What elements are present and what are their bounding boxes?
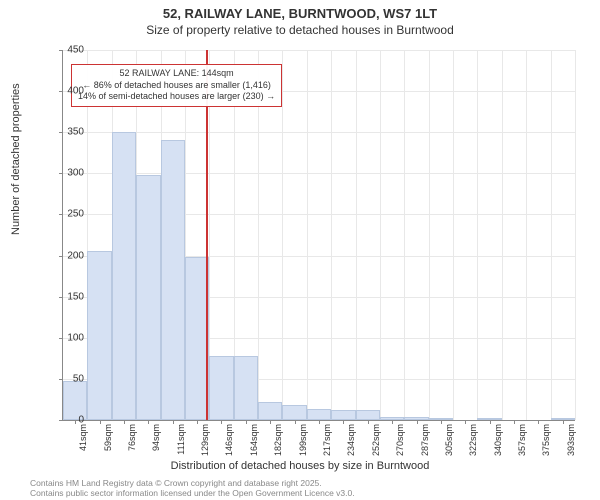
histogram-bar xyxy=(307,409,331,421)
x-tick-label: 182sqm xyxy=(273,424,283,456)
histogram-bar xyxy=(356,410,380,420)
x-tick-label: 76sqm xyxy=(127,424,137,451)
y-tick-label: 300 xyxy=(44,168,84,179)
y-tick-label: 400 xyxy=(44,86,84,97)
x-tick-label: 129sqm xyxy=(200,424,210,456)
x-axis-label: Distribution of detached houses by size … xyxy=(0,460,600,472)
x-tick-label: 340sqm xyxy=(493,424,503,456)
y-tick-label: 200 xyxy=(44,250,84,261)
x-tick-label: 375sqm xyxy=(541,424,551,456)
chart-area: 41sqm59sqm76sqm94sqm111sqm129sqm146sqm16… xyxy=(62,50,574,420)
x-tick-label: 111sqm xyxy=(176,424,186,455)
y-axis-label: Number of detached properties xyxy=(10,83,22,235)
x-tick-label: 217sqm xyxy=(322,424,332,456)
y-tick-label: 50 xyxy=(44,373,84,384)
x-tick-label: 252sqm xyxy=(371,424,381,456)
title-main: 52, RAILWAY LANE, BURNTWOOD, WS7 1LT xyxy=(0,6,600,21)
annotation-line2: ← 86% of detached houses are smaller (1,… xyxy=(78,80,275,92)
y-tick-label: 0 xyxy=(44,415,84,426)
x-tick-label: 357sqm xyxy=(517,424,527,456)
y-tick-label: 350 xyxy=(44,127,84,138)
chart-title-block: 52, RAILWAY LANE, BURNTWOOD, WS7 1LT Siz… xyxy=(0,0,600,37)
histogram-bar xyxy=(282,405,306,420)
footer-line1: Contains HM Land Registry data © Crown c… xyxy=(30,478,355,488)
footer-line2: Contains public sector information licen… xyxy=(30,488,355,498)
histogram-bar xyxy=(87,251,111,420)
histogram-bar xyxy=(161,140,185,420)
x-tick-label: 234sqm xyxy=(346,424,356,456)
x-tick-label: 94sqm xyxy=(151,424,161,451)
histogram-bar xyxy=(112,132,136,420)
x-tick-label: 305sqm xyxy=(444,424,454,456)
y-tick-label: 450 xyxy=(44,45,84,56)
annotation-line1: 52 RAILWAY LANE: 144sqm xyxy=(78,68,275,80)
x-tick-label: 146sqm xyxy=(224,424,234,456)
x-tick-label: 287sqm xyxy=(420,424,430,456)
footer-attribution: Contains HM Land Registry data © Crown c… xyxy=(30,478,355,498)
x-tick-label: 270sqm xyxy=(395,424,405,456)
x-tick-label: 164sqm xyxy=(249,424,259,456)
x-tick-label: 199sqm xyxy=(298,424,308,456)
histogram-bar xyxy=(136,175,160,420)
y-tick-label: 250 xyxy=(44,209,84,220)
y-tick-label: 100 xyxy=(44,332,84,343)
histogram-bar xyxy=(258,402,282,420)
histogram-bar xyxy=(331,410,355,420)
annotation-box: 52 RAILWAY LANE: 144sqm← 86% of detached… xyxy=(71,64,282,107)
y-tick-label: 150 xyxy=(44,291,84,302)
x-tick-label: 41sqm xyxy=(78,424,88,451)
x-tick-label: 59sqm xyxy=(103,424,113,451)
x-tick-label: 322sqm xyxy=(468,424,478,456)
x-tick-label: 393sqm xyxy=(566,424,576,456)
plot-region: 41sqm59sqm76sqm94sqm111sqm129sqm146sqm16… xyxy=(62,50,575,421)
annotation-line3: 14% of semi-detached houses are larger (… xyxy=(78,91,275,103)
histogram-bar xyxy=(209,356,233,420)
histogram-bar xyxy=(234,356,258,420)
title-sub: Size of property relative to detached ho… xyxy=(0,23,600,37)
